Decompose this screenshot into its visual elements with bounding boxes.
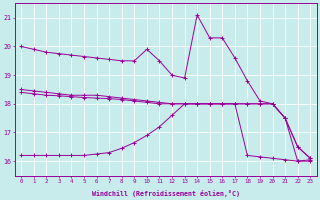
- X-axis label: Windchill (Refroidissement éolien,°C): Windchill (Refroidissement éolien,°C): [92, 190, 240, 197]
